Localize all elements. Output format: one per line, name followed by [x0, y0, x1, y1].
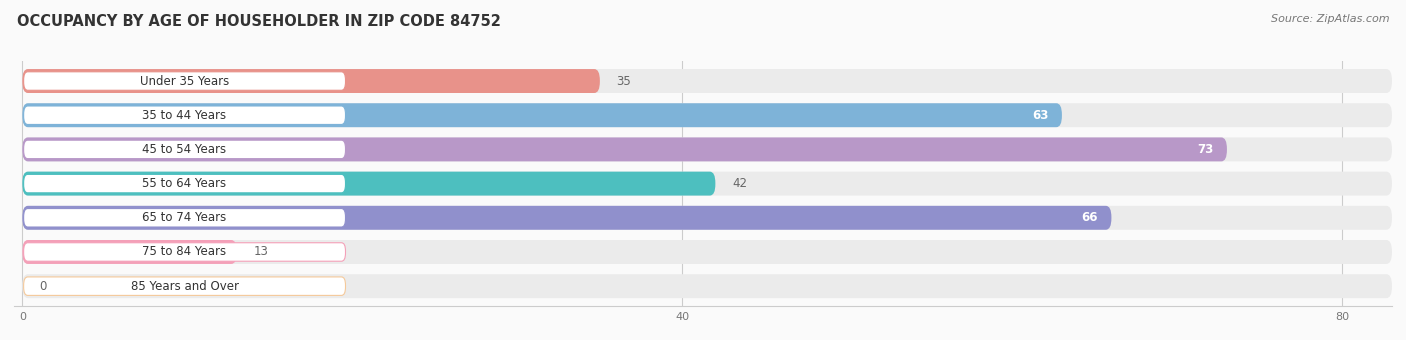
- Text: Under 35 Years: Under 35 Years: [141, 74, 229, 87]
- FancyBboxPatch shape: [22, 240, 1392, 264]
- Text: 45 to 54 Years: 45 to 54 Years: [142, 143, 226, 156]
- FancyBboxPatch shape: [24, 72, 346, 90]
- FancyBboxPatch shape: [22, 274, 1392, 298]
- Text: 35: 35: [616, 74, 631, 87]
- Text: 65 to 74 Years: 65 to 74 Years: [142, 211, 226, 224]
- FancyBboxPatch shape: [22, 206, 1392, 230]
- FancyBboxPatch shape: [24, 208, 346, 227]
- Text: 63: 63: [1032, 109, 1049, 122]
- Text: 85 Years and Over: 85 Years and Over: [131, 280, 239, 293]
- FancyBboxPatch shape: [22, 137, 1227, 162]
- FancyBboxPatch shape: [22, 240, 236, 264]
- Text: 13: 13: [253, 245, 269, 258]
- FancyBboxPatch shape: [22, 172, 1392, 195]
- Text: 35 to 44 Years: 35 to 44 Years: [142, 109, 226, 122]
- FancyBboxPatch shape: [24, 140, 346, 159]
- FancyBboxPatch shape: [22, 69, 600, 93]
- Text: 75 to 84 Years: 75 to 84 Years: [142, 245, 226, 258]
- FancyBboxPatch shape: [22, 103, 1392, 127]
- Text: 73: 73: [1198, 143, 1213, 156]
- FancyBboxPatch shape: [22, 137, 1392, 162]
- Text: Source: ZipAtlas.com: Source: ZipAtlas.com: [1271, 14, 1389, 23]
- FancyBboxPatch shape: [24, 277, 346, 295]
- FancyBboxPatch shape: [22, 103, 1062, 127]
- Text: 42: 42: [733, 177, 747, 190]
- FancyBboxPatch shape: [24, 243, 346, 261]
- FancyBboxPatch shape: [24, 106, 346, 124]
- Text: 55 to 64 Years: 55 to 64 Years: [142, 177, 226, 190]
- FancyBboxPatch shape: [22, 172, 716, 195]
- FancyBboxPatch shape: [22, 69, 1392, 93]
- Text: 0: 0: [39, 280, 46, 293]
- FancyBboxPatch shape: [24, 174, 346, 193]
- Text: OCCUPANCY BY AGE OF HOUSEHOLDER IN ZIP CODE 84752: OCCUPANCY BY AGE OF HOUSEHOLDER IN ZIP C…: [17, 14, 501, 29]
- Text: 66: 66: [1081, 211, 1098, 224]
- FancyBboxPatch shape: [22, 206, 1111, 230]
